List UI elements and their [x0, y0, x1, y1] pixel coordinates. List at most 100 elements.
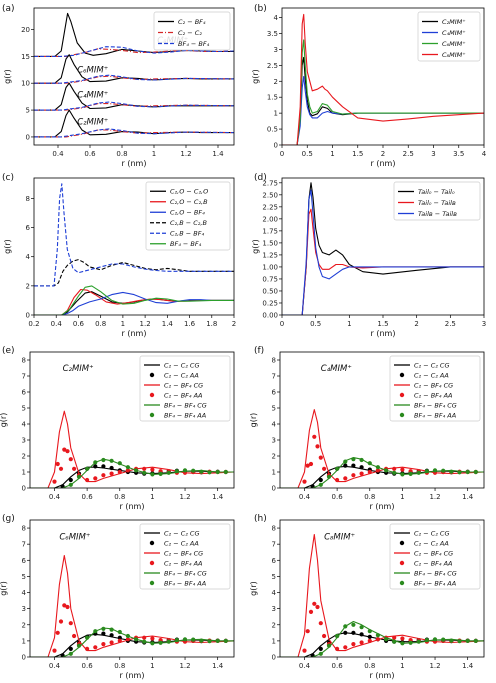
data-point: [375, 465, 380, 470]
data-point: [384, 468, 389, 473]
data-point: [191, 637, 196, 642]
legend: C₂ − C₂ CG C₂ − C₂ AA C₂ − BF₄ CG C₂ − BF₄ …: [139, 523, 231, 590]
plot-area: [280, 409, 484, 488]
panel-label: (b): [254, 4, 267, 14]
legend-label: C₄MIM⁺: [442, 29, 466, 37]
x-tick-label: 0.5: [310, 320, 321, 328]
series-line: [34, 259, 234, 287]
y-axis-label: g(r): [3, 239, 12, 254]
data-point: [424, 638, 429, 643]
data-point: [93, 464, 98, 469]
data-point: [117, 461, 122, 466]
x-tick-label: 0.4: [299, 493, 311, 501]
axes-frame: [29, 351, 235, 489]
legend-label: C₂ − BF₄: [178, 18, 206, 26]
data-point: [52, 648, 57, 653]
panel-label: (d): [254, 173, 267, 183]
legend-label: BF₄ − BF₄ AA: [164, 579, 206, 587]
data-point: [322, 466, 327, 471]
data-point: [449, 469, 454, 474]
axes-frame: [279, 519, 485, 658]
y-tick-label: 6: [26, 224, 31, 232]
data-point: [182, 468, 188, 473]
data-point: [109, 633, 114, 638]
y-tick-label: 1: [22, 637, 26, 645]
y-tick-label: 8: [26, 195, 30, 203]
series-line: [34, 74, 234, 84]
data-point: [174, 638, 179, 643]
legend-box: [145, 181, 231, 251]
data-point: [392, 635, 397, 640]
x-tick-label: 1.4: [212, 150, 224, 158]
x-tick-label: 0.8: [364, 493, 375, 501]
y-tick-label: 2: [272, 621, 276, 629]
data-point: [72, 466, 77, 471]
legend-marker: [399, 580, 405, 586]
legend-label: BF₄ − BF₄ CG: [414, 569, 457, 577]
legend-label: C₂,B − C₂,B: [170, 219, 207, 227]
legend-label: C₂,O − C₂,O: [170, 188, 208, 196]
x-tick-label: 0.4: [51, 320, 63, 328]
x-tick-label: 0.6: [82, 493, 94, 501]
data-point: [68, 651, 73, 656]
data-point: [158, 640, 163, 645]
data-point: [312, 434, 317, 439]
data-point: [392, 639, 397, 644]
x-tick-label: 3.5: [453, 150, 464, 158]
y-tick-label: 6: [272, 557, 277, 565]
data-point: [199, 469, 204, 474]
data-point: [315, 604, 320, 610]
data-point: [359, 625, 364, 630]
data-point: [308, 609, 314, 615]
x-tick-label: 0.8: [114, 493, 125, 501]
y-tick-label: 0.25: [262, 299, 278, 307]
legend-label: BF₄ − BF₄: [178, 40, 210, 48]
x-tick-label: 1.5: [352, 150, 363, 158]
legend: Tail₀ − Tail₀ Tail₀ − Tailʙ Tailʙ − Tailʙ: [393, 181, 481, 221]
data-point: [68, 646, 73, 652]
legend-marker: [399, 540, 405, 546]
panel-label: (e): [2, 346, 15, 356]
data-point: [62, 447, 67, 452]
x-axis-label: r (nm): [371, 329, 396, 338]
data-point: [359, 632, 364, 637]
axes-frame: [33, 177, 235, 316]
data-point: [58, 466, 64, 471]
data-point: [359, 471, 364, 476]
legend-label: C₂ − BF₄ AA: [164, 391, 203, 399]
data-point: [351, 630, 356, 635]
x-tick-label: 0.6: [73, 320, 85, 328]
y-axis-label: g(r): [3, 69, 12, 84]
y-tick-label: 4: [272, 589, 277, 597]
legend-label: C₂,O − C₂,B: [170, 198, 208, 206]
x-tick-label: 0.8: [95, 320, 106, 328]
series-line: [280, 632, 484, 657]
legend-label: C₂ − BF₄ CG: [164, 381, 203, 389]
data-point: [223, 638, 228, 644]
legend-marker: [149, 580, 155, 586]
legend-label: C₂ − C₂: [178, 29, 202, 37]
x-tick-label: 0.4: [49, 493, 61, 501]
data-point: [117, 635, 122, 640]
data-point: [207, 639, 212, 644]
legend-label: C₂ − C₂ CG: [164, 361, 200, 369]
legend-label: BF₄ − BF₄ AA: [414, 579, 456, 587]
series-line: [34, 103, 234, 111]
x-axis-label: r (nm): [371, 159, 396, 168]
y-tick-label: 3: [274, 46, 278, 54]
x-tick-label: 1: [150, 493, 154, 501]
y-tick-label: 0: [22, 485, 26, 493]
data-point: [85, 635, 90, 640]
data-point: [322, 633, 327, 639]
legend-label: C₂ − BF₄ CG: [414, 381, 453, 389]
annotation: C₄MIM⁺: [321, 364, 352, 374]
y-axis-label: g(r): [251, 239, 260, 254]
series-line: [280, 409, 484, 488]
legend-marker: [149, 412, 155, 418]
data-point: [351, 457, 356, 462]
data-point: [125, 637, 130, 642]
data-point: [441, 468, 446, 473]
axes-frame: [33, 7, 235, 146]
data-point: [191, 468, 196, 473]
legend-label: Tailʙ − Tailʙ: [418, 210, 457, 218]
